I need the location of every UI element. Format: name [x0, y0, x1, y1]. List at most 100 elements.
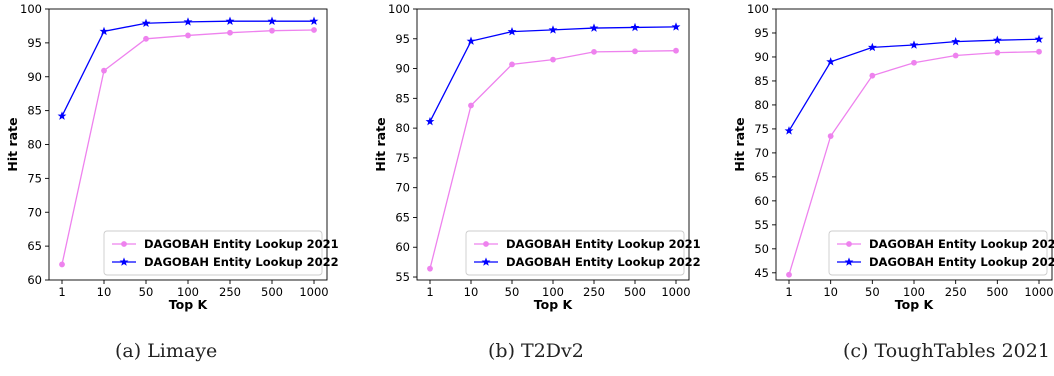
- x-axis-label: Top K: [534, 297, 574, 312]
- legend-label: DAGOBAH Entity Lookup 2021: [506, 237, 701, 251]
- data-point: [427, 265, 433, 272]
- y-tick-label: 100: [388, 2, 410, 16]
- x-tick-label: 50: [505, 285, 520, 299]
- data-point: [911, 59, 917, 66]
- x-tick-label: 1: [785, 285, 792, 299]
- x-tick-label: 1: [426, 285, 433, 299]
- data-point: [227, 29, 233, 36]
- series-line-1: [61, 29, 315, 265]
- y-tick-label: 65: [27, 239, 42, 253]
- data-point: [589, 23, 599, 32]
- data-point: [867, 42, 877, 52]
- y-tick-label: 90: [27, 70, 42, 84]
- data-point: [143, 35, 149, 42]
- data-point: [225, 16, 235, 25]
- y-axis-label: Hit rate: [373, 117, 388, 171]
- x-tick-label: 1000: [661, 285, 690, 299]
- chart-panel-3: 45 50 55 60 65 70 75 80 85 90 95 100 1 10 50 100 250 500 1…: [732, 2, 1054, 312]
- data-point: [826, 57, 836, 66]
- legend: [828, 230, 1048, 276]
- y-tick-label: 70: [395, 181, 410, 195]
- y-axis-label: Hit rate: [732, 117, 747, 171]
- x-tick-label: 250: [219, 285, 241, 299]
- x-tick-label: 250: [945, 285, 967, 299]
- y-tick-label: 55: [395, 270, 410, 284]
- data-point: [269, 27, 275, 34]
- data-point: [466, 36, 476, 45]
- data-point: [673, 47, 679, 54]
- data-point: [992, 35, 1002, 44]
- x-tick-label: 1000: [1024, 285, 1053, 299]
- data-point: [632, 48, 638, 55]
- x-tick-label: 100: [903, 285, 925, 299]
- x-tick-label: 500: [624, 285, 646, 299]
- data-point: [952, 52, 959, 59]
- x-tick-label: 250: [583, 285, 605, 299]
- series-line-2: [429, 26, 677, 122]
- y-tick-label: 75: [754, 122, 769, 136]
- data-point: [630, 22, 640, 32]
- data-point: [185, 32, 191, 39]
- data-point: [994, 49, 1001, 56]
- caption-b: (b) T2Dv2: [488, 340, 584, 362]
- x-tick-label: 500: [261, 285, 283, 299]
- x-tick-label: 100: [177, 285, 199, 299]
- y-tick-label: 100: [20, 2, 42, 16]
- legend: [465, 230, 685, 276]
- data-point: [509, 61, 515, 68]
- data-point: [183, 17, 193, 26]
- data-point: [951, 36, 961, 46]
- y-tick-label: 60: [395, 240, 410, 254]
- y-tick-label: 95: [27, 36, 42, 50]
- y-tick-label: 85: [27, 104, 42, 118]
- y-axis-label: Hit rate: [5, 117, 20, 171]
- data-point: [786, 271, 792, 278]
- data-point: [57, 111, 67, 120]
- legend-marker: [121, 241, 127, 247]
- y-tick-label: 75: [395, 151, 410, 165]
- x-tick-label: 10: [464, 285, 479, 299]
- y-tick-label: 45: [754, 266, 769, 280]
- legend-marker: [481, 257, 491, 266]
- data-point: [591, 48, 597, 55]
- legend-marker: [844, 257, 854, 266]
- data-point: [1036, 48, 1042, 55]
- x-tick-label: 500: [986, 285, 1008, 299]
- data-point: [507, 26, 517, 36]
- y-tick-label: 85: [754, 74, 769, 88]
- y-tick-label: 85: [395, 91, 410, 105]
- y-tick-label: 60: [754, 194, 769, 208]
- data-point: [869, 72, 876, 79]
- y-tick-label: 65: [754, 170, 769, 184]
- y-tick-label: 90: [395, 62, 410, 76]
- y-tick-label: 75: [27, 171, 42, 185]
- data-point: [101, 67, 107, 74]
- y-tick-label: 65: [395, 210, 410, 224]
- y-tick-label: 60: [27, 273, 42, 287]
- chart-panel-1: 60 65 70 75 80 85 90 95 100 1 10 50 100 250 500 1000 Top…: [5, 2, 339, 312]
- y-tick-label: 80: [754, 98, 769, 112]
- legend-marker: [483, 241, 489, 247]
- data-point: [550, 56, 556, 63]
- legend-marker: [846, 241, 852, 247]
- data-point: [99, 26, 109, 36]
- x-axis-label: Top K: [169, 297, 209, 312]
- data-point: [267, 16, 277, 25]
- data-point: [309, 16, 319, 25]
- y-tick-label: 80: [395, 121, 410, 135]
- data-point: [548, 25, 558, 34]
- data-point: [784, 126, 794, 135]
- data-point: [909, 40, 919, 49]
- y-tick-label: 95: [395, 32, 410, 46]
- legend-label: DAGOBAH Entity Lookup 2022: [869, 255, 1054, 269]
- caption-a: (a) Limaye: [115, 340, 218, 362]
- legend-marker: [119, 257, 129, 266]
- y-tick-label: 90: [754, 50, 769, 64]
- x-tick-label: 50: [865, 285, 880, 299]
- x-axis-label: Top K: [895, 297, 935, 312]
- x-tick-label: 10: [823, 285, 838, 299]
- y-tick-label: 100: [747, 2, 769, 16]
- data-point: [59, 261, 65, 268]
- y-tick-label: 80: [27, 138, 42, 152]
- data-point: [1034, 34, 1044, 43]
